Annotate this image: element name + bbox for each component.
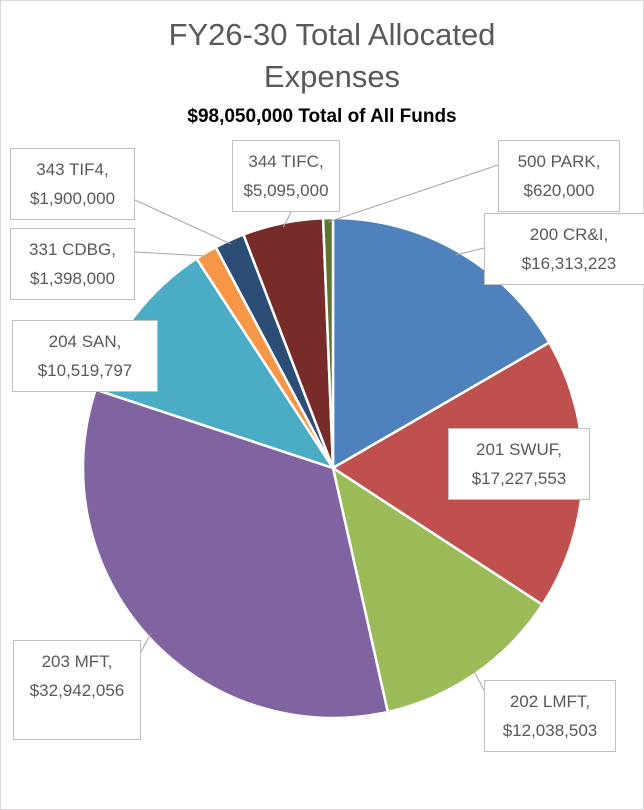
value-label: $620,000: [523, 181, 595, 200]
value-label: $17,227,553: [471, 469, 567, 488]
data-label: 500 PARK, $620,000: [498, 140, 620, 212]
category-label: 343 TIF4,: [36, 160, 109, 179]
data-label: 204 SAN, $10,519,797: [12, 320, 158, 392]
leader-line: [134, 251, 209, 257]
data-label: 202 LMFT, $12,038,503: [484, 680, 616, 752]
leader-line: [140, 632, 152, 653]
leader-line: [282, 209, 293, 228]
value-label: $32,942,056: [29, 681, 125, 700]
category-label: 204 SAN,: [48, 332, 122, 351]
pie-slice: [81, 387, 390, 720]
data-label: 343 TIF4, $1,900,000: [10, 148, 135, 220]
value-label: $1,900,000: [29, 189, 116, 208]
leader-line: [472, 669, 485, 691]
data-label: 200 CR&I, $16,313,223: [484, 213, 644, 285]
data-label: 201 SWUF, $17,227,553: [448, 428, 590, 500]
category-label: 202 LMFT,: [509, 692, 591, 711]
category-label: 500 PARK,: [517, 152, 601, 171]
value-label: $16,313,223: [521, 254, 617, 273]
value-label: $12,038,503: [502, 721, 598, 740]
leader-line: [134, 199, 232, 245]
data-label: 331 CDBG, $1,398,000: [10, 228, 135, 300]
chart-title: FY26-30 Total Allocated Expenses: [168, 17, 496, 94]
value-label: $5,095,000: [243, 181, 329, 200]
pie-slice: [321, 216, 335, 469]
leader-line: [455, 247, 485, 256]
value-label: $1,398,000: [29, 269, 116, 288]
value-label: $10,519,797: [37, 361, 133, 380]
category-label: 344 TIFC,: [248, 152, 324, 171]
category-label: 201 SWUF,: [476, 440, 562, 459]
chart-subtitle: $98,050,000 Total of All Funds: [187, 106, 457, 127]
category-label: 200 CR&I,: [529, 225, 609, 244]
category-label: 203 MFT,: [41, 652, 113, 671]
leader-line: [327, 164, 499, 223]
category-label: 331 CDBG,: [29, 240, 116, 259]
data-label: 344 TIFC, $5,095,000: [232, 140, 340, 212]
data-label: 203 MFT, $32,942,056: [13, 640, 141, 740]
